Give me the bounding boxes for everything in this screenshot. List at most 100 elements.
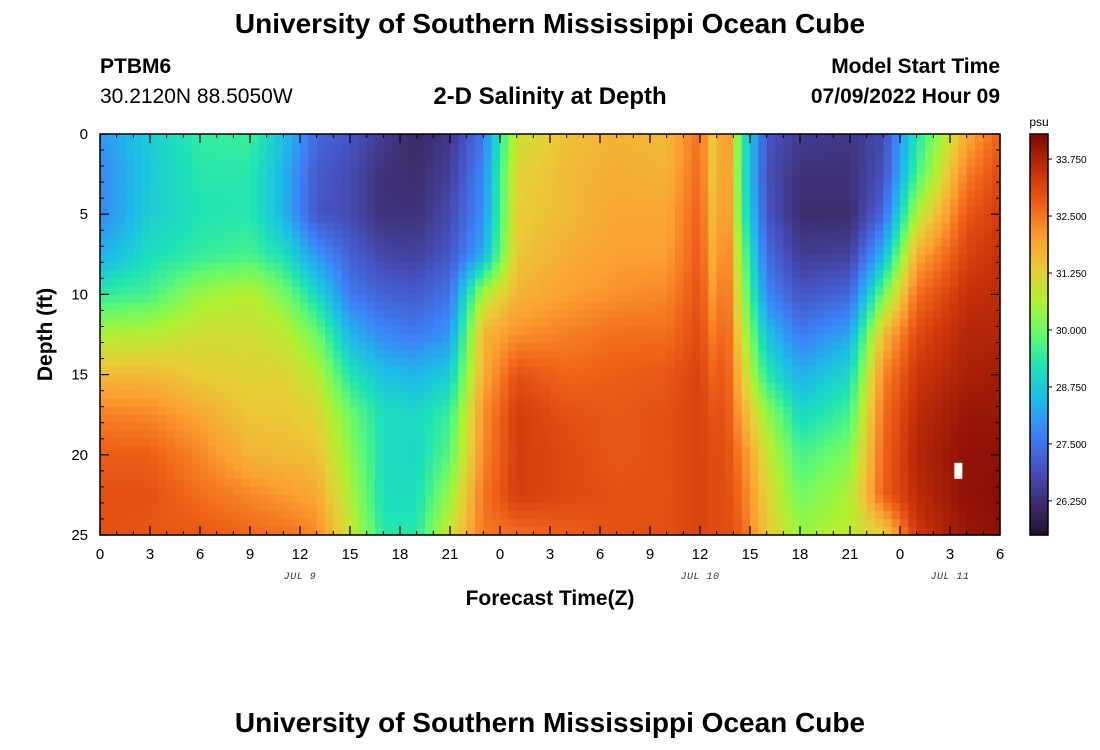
heatmap-cell <box>250 406 259 416</box>
heatmap-cell <box>158 342 168 352</box>
heatmap-cell <box>158 470 168 480</box>
heatmap-cell <box>891 470 901 480</box>
heatmap-cell <box>958 446 968 456</box>
heatmap-cell <box>275 158 284 167</box>
heatmap-cell <box>175 150 184 159</box>
heatmap-cell <box>641 294 651 304</box>
heatmap-cell <box>525 166 534 175</box>
heatmap-cell <box>750 478 759 488</box>
heatmap-cell <box>750 446 759 456</box>
heatmap-cell <box>241 326 251 336</box>
heatmap-cell <box>433 366 443 376</box>
heatmap-cell <box>616 230 626 239</box>
heatmap-cell <box>183 158 193 167</box>
heatmap-cell <box>150 486 159 496</box>
heatmap-cell <box>891 150 901 159</box>
heatmap-cell <box>775 286 784 295</box>
heatmap-cell <box>350 414 359 424</box>
heatmap-cell <box>675 470 684 480</box>
heatmap-cell <box>766 358 776 368</box>
heatmap-cell <box>891 334 901 344</box>
heatmap-cell <box>741 454 751 464</box>
heatmap-cell <box>266 294 276 304</box>
heatmap-cell <box>525 278 534 287</box>
heatmap-cell <box>216 142 226 151</box>
heatmap-cell <box>833 382 843 392</box>
heatmap-cell <box>791 326 801 336</box>
heatmap-cell <box>608 238 618 247</box>
heatmap-cell <box>325 358 334 368</box>
heatmap-cell <box>233 286 243 295</box>
heatmap-cell <box>300 438 309 448</box>
heatmap-cell <box>541 454 551 464</box>
heatmap-cell <box>500 214 509 223</box>
heatmap-cell <box>316 230 326 239</box>
heatmap-cell <box>683 230 693 239</box>
heatmap-cell <box>158 494 168 504</box>
heatmap-cell <box>908 302 918 312</box>
heatmap-cell <box>383 294 393 304</box>
heatmap-cell <box>708 342 718 352</box>
heatmap-cell <box>525 318 534 328</box>
heatmap-cell <box>925 406 934 416</box>
heatmap-cell <box>416 182 426 191</box>
heatmap-cell <box>941 214 951 223</box>
heatmap-cell <box>991 142 1001 151</box>
heatmap-cell <box>758 158 768 167</box>
heatmap-cell <box>258 446 268 456</box>
heatmap-cell <box>300 390 309 400</box>
heatmap-cell <box>366 366 376 376</box>
heatmap-cell <box>566 326 576 336</box>
heatmap-cell <box>200 446 209 456</box>
heatmap-cell <box>850 494 859 504</box>
heatmap-cell <box>233 238 243 247</box>
heatmap-cell <box>383 134 393 143</box>
heatmap-cell <box>516 134 526 143</box>
heatmap-cell <box>125 342 134 352</box>
heatmap-cell <box>925 270 934 279</box>
heatmap-cell <box>216 422 226 432</box>
heatmap-cell <box>591 334 601 344</box>
heatmap-cell <box>866 390 876 400</box>
heatmap-cell <box>400 238 409 247</box>
heatmap-cell <box>241 198 251 207</box>
heatmap-cell <box>291 398 301 408</box>
heatmap-cell <box>225 318 234 328</box>
heatmap-cell <box>200 294 209 304</box>
heatmap-cell <box>366 382 376 392</box>
heatmap-cell <box>333 238 343 247</box>
heatmap-cell <box>300 446 309 456</box>
heatmap-cell <box>491 142 501 151</box>
heatmap-cell <box>541 318 551 328</box>
heatmap-cell <box>733 150 743 159</box>
heatmap-cell <box>416 190 426 199</box>
heatmap-cell <box>425 366 434 376</box>
heatmap-cell <box>175 438 184 448</box>
heatmap-cell <box>608 286 618 295</box>
heatmap-cell <box>600 430 609 440</box>
heatmap-cell <box>291 302 301 312</box>
heatmap-cell <box>916 174 926 183</box>
heatmap-cell <box>541 334 551 344</box>
heatmap-cell <box>950 142 959 151</box>
heatmap-cell <box>183 462 193 472</box>
heatmap-cell <box>133 286 143 295</box>
heatmap-cell <box>816 446 826 456</box>
heatmap-cell <box>525 302 534 312</box>
heatmap-cell <box>616 366 626 376</box>
heatmap-cell <box>341 206 351 215</box>
heatmap-cell <box>483 158 493 167</box>
heatmap-cell <box>525 294 534 304</box>
heatmap-cell <box>133 422 143 432</box>
heatmap-cell <box>108 342 118 352</box>
heatmap-cell <box>600 254 609 263</box>
heatmap-cell <box>616 286 626 295</box>
heatmap-cell <box>691 478 701 488</box>
heatmap-cell <box>758 134 768 143</box>
heatmap-cell <box>491 150 501 159</box>
heatmap-cell <box>566 222 576 231</box>
heatmap-cell <box>441 294 451 304</box>
heatmap-cell <box>816 262 826 271</box>
heatmap-cell <box>550 470 559 480</box>
heatmap-cell <box>233 406 243 416</box>
